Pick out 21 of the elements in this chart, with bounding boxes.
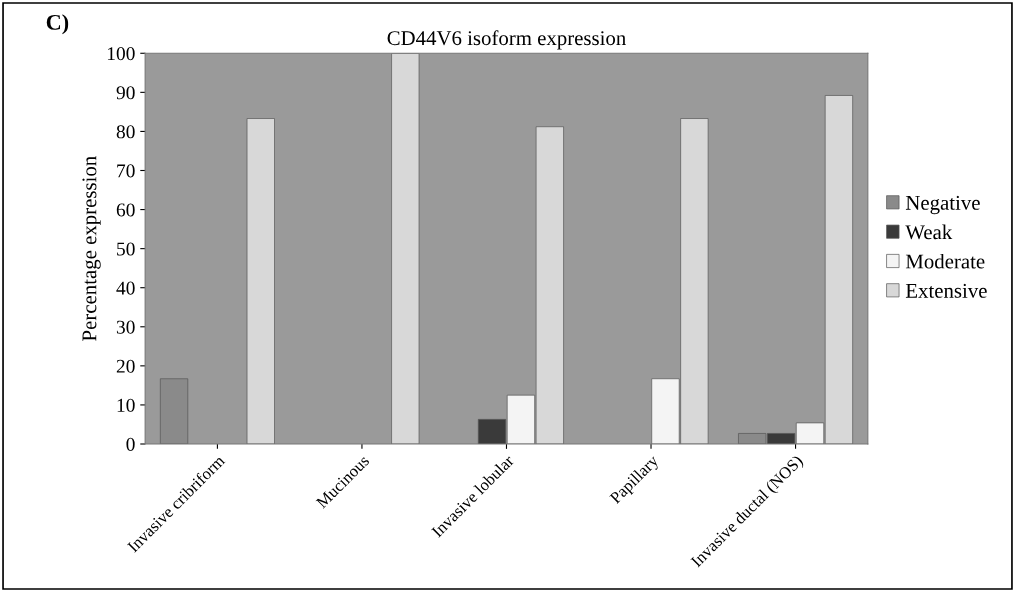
y-tick-label: 80: [116, 125, 135, 139]
y-axis-title: Percentage expression: [82, 156, 101, 341]
chart-title: CD44V6 isoform expression: [387, 30, 626, 50]
y-tick-label: 90: [116, 86, 135, 100]
y-tick-label: 20: [116, 359, 135, 373]
legend-label: Negative: [905, 195, 980, 215]
y-tick-label: 30: [116, 320, 135, 334]
bar: [246, 118, 275, 444]
bar: [159, 378, 189, 444]
legend-label: Moderate: [905, 253, 985, 269]
y-tick-label: 40: [116, 281, 135, 295]
y-tick-label: 10: [117, 398, 135, 412]
y-tick-label: 0: [126, 437, 135, 451]
bar: [391, 53, 420, 444]
y-tick-label: 60: [116, 203, 135, 217]
legend-label: Extensive: [905, 283, 987, 298]
y-tick-label: 50: [117, 242, 135, 256]
y-tick-label: 100: [107, 47, 135, 61]
text: C): [46, 14, 69, 35]
y-tick-label: 70: [117, 164, 135, 178]
legend-label: Weak: [905, 224, 953, 240]
